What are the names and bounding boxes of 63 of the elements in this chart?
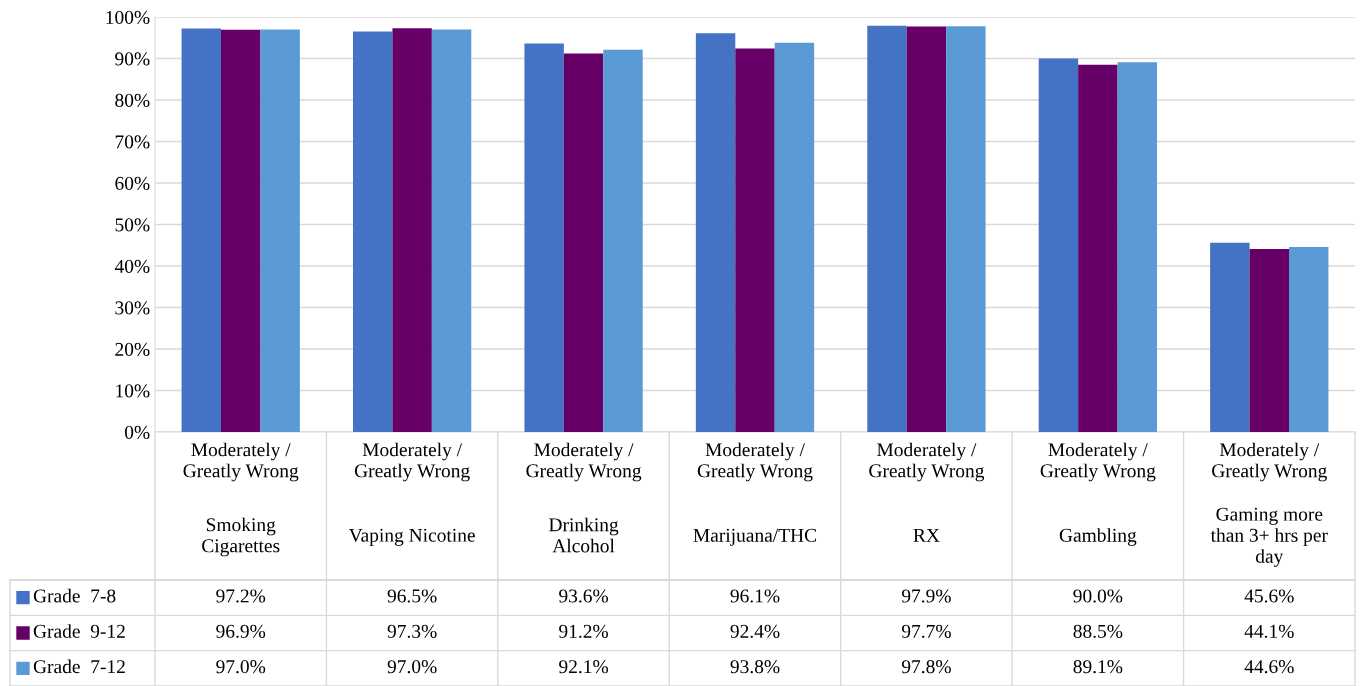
data-label: 93.8%: [730, 660, 780, 674]
data-label: 92.4%: [730, 624, 780, 638]
bar: [181, 28, 221, 432]
category-label: Moderately / Greatly Wrong Drinking Alcohol: [526, 442, 642, 553]
bar: [867, 25, 907, 432]
bar: [260, 29, 300, 432]
category-label: Moderately / Greatly Wrong Gambling: [1040, 442, 1156, 546]
data-label: 45.6%: [1244, 589, 1294, 603]
category-label: Moderately / Greatly Wrong RX: [869, 442, 985, 542]
y-tick-label: 80%: [115, 93, 150, 107]
bar: [946, 26, 986, 432]
data-label: 97.9%: [901, 589, 951, 603]
data-label: 97.0%: [387, 660, 437, 674]
bar: [1210, 242, 1250, 432]
bar: [735, 48, 775, 432]
y-tick-label: 70%: [115, 135, 150, 149]
data-label: 97.0%: [216, 660, 266, 674]
data-label: 89.1%: [1073, 660, 1123, 674]
data-label: 93.6%: [559, 589, 609, 603]
data-label: 97.3%: [387, 624, 437, 638]
y-tick-label: 0%: [124, 425, 150, 439]
y-tick-label: 50%: [115, 218, 150, 232]
data-label: 92.1%: [559, 660, 609, 674]
bar: [695, 33, 736, 432]
category-label: Moderately / Greatly Wrong Vaping Nicotine: [348, 442, 475, 546]
bar: [1289, 246, 1329, 432]
y-tick-label: 60%: [115, 176, 150, 190]
legend-label: Grade 7-12: [33, 659, 125, 674]
y-tick-label: 90%: [115, 52, 150, 66]
data-label: 96.9%: [216, 624, 266, 638]
data-label: 97.2%: [216, 589, 266, 603]
bar: [524, 43, 564, 432]
data-label: 88.5%: [1073, 624, 1123, 638]
y-tick-label: 30%: [115, 301, 150, 315]
bar: [431, 29, 472, 432]
data-label: 90.0%: [1073, 589, 1123, 603]
y-tick-label: 100%: [106, 10, 150, 24]
bar: [906, 26, 947, 432]
bar: [221, 29, 261, 432]
legend-label: Grade 7-8: [33, 588, 116, 603]
bar: [1038, 58, 1079, 432]
bar: [392, 28, 432, 432]
y-tick-label: 20%: [115, 342, 150, 356]
legend-label: Grade 9-12: [33, 624, 125, 638]
bar: [774, 42, 815, 432]
data-label: 96.5%: [387, 589, 437, 603]
bar: [1078, 64, 1118, 432]
bar: [563, 53, 604, 432]
bar: [1117, 62, 1157, 432]
y-tick-label: 40%: [114, 259, 150, 273]
bar: [353, 31, 393, 432]
data-label: 96.1%: [730, 589, 780, 603]
category-label: Moderately / Greatly Wrong Smoking Cigarettes: [183, 442, 299, 557]
data-label: 97.8%: [901, 660, 951, 674]
bar: [1249, 248, 1289, 432]
bar: [603, 49, 643, 432]
data-label: 91.2%: [559, 624, 609, 638]
category-label: Moderately / Greatly Wrong Marijuana/THC: [693, 442, 817, 546]
data-label: 44.1%: [1244, 624, 1294, 638]
y-tick-label: 10%: [116, 384, 150, 398]
data-label: 97.7%: [901, 624, 951, 638]
data-label: 44.6%: [1244, 660, 1294, 674]
category-label: Moderately / Greatly Wrong Gaming more than 3+ hrs per day: [1210, 442, 1328, 567]
